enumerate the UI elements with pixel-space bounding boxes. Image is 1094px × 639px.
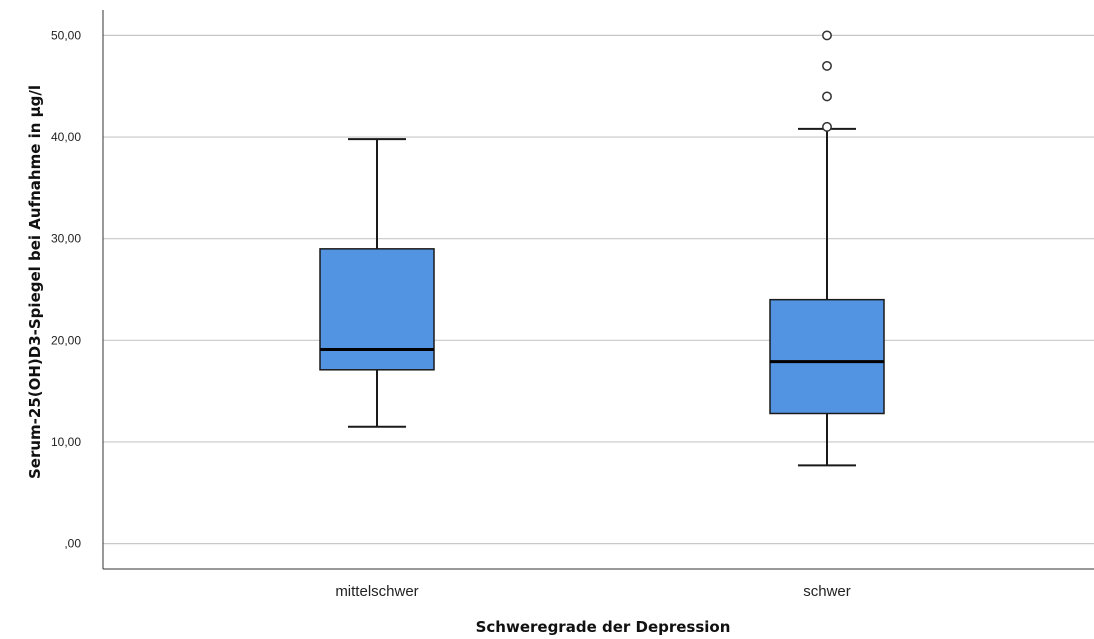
x-category-label: mittelschwer (335, 583, 418, 600)
outlier-point (822, 121, 832, 132)
iqr-box (769, 298, 885, 415)
y-tick-label: 10,00 (51, 435, 81, 449)
outlier-point (822, 91, 832, 102)
y-tick-labels: ,00 10,00 20,00 30,00 40,00 50,00 (51, 28, 81, 550)
y-tick-label: ,00 (64, 537, 81, 551)
x-category-labels: mittelschwer schwer (335, 583, 850, 600)
y-tick-label: 20,00 (51, 333, 81, 347)
x-axis-title: Schweregrade der Depression (476, 618, 731, 636)
box-mittelschwer (319, 138, 435, 428)
gridlines (103, 34, 1094, 545)
outlier-point (822, 60, 832, 71)
box-schwer (769, 30, 885, 467)
outlier-point (822, 30, 832, 41)
iqr-box (319, 248, 435, 371)
y-tick-label: 40,00 (51, 130, 81, 144)
boxplots (319, 30, 885, 467)
y-axis-title: Serum-25(OH)D3-Spiegel bei Aufnahme in µ… (26, 85, 44, 479)
x-category-label: schwer (803, 583, 851, 600)
y-tick-label: 50,00 (51, 28, 81, 42)
y-tick-label: 30,00 (51, 232, 81, 246)
